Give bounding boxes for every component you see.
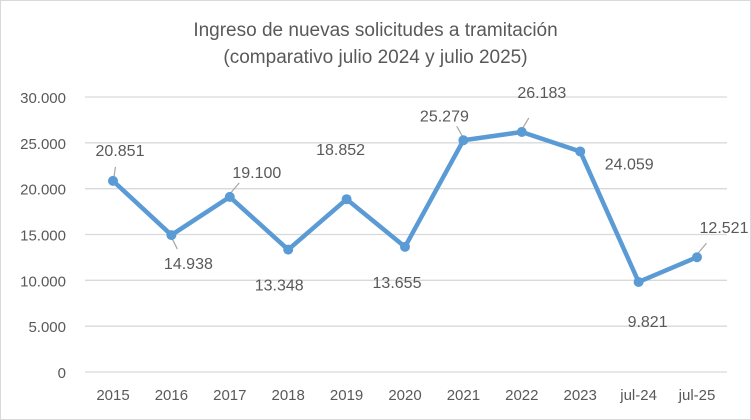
data-point: [108, 175, 118, 186]
chart-title: Ingreso de nuevas solicitudes a tramitac…: [0, 17, 751, 71]
x-tick-label: 2015: [96, 387, 129, 404]
data-label: 26.183: [517, 85, 566, 102]
leader-line: [113, 166, 117, 177]
data-label: 19.100: [232, 165, 281, 182]
data-label: 18.852: [316, 142, 365, 159]
y-tick-label: 10.000: [20, 273, 66, 290]
data-label: 12.521: [700, 220, 749, 237]
data-label: 24.059: [605, 156, 654, 173]
data-point: [166, 230, 177, 241]
data-label: 25.279: [420, 108, 469, 125]
x-tick-label: 2018: [272, 387, 305, 404]
data-point: [692, 252, 702, 263]
x-tick-label: 2021: [447, 387, 480, 404]
y-tick-label: 0: [58, 365, 66, 382]
y-tick-label: 20.000: [20, 182, 66, 199]
data-label: 13.655: [373, 275, 422, 292]
leader-line: [171, 238, 178, 250]
chart-title-line-2: (comparativo julio 2024 y julio 2025): [223, 47, 528, 68]
x-tick-label: 2016: [155, 387, 188, 404]
x-tick-label: jul-25: [678, 387, 716, 404]
data-point: [516, 126, 527, 137]
x-tick-label: 2022: [505, 387, 538, 404]
chart-title-line-1: Ingreso de nuevas solicitudes a tramitac…: [193, 20, 558, 41]
leader-line: [456, 125, 463, 137]
data-point: [458, 135, 469, 146]
data-point: [633, 276, 644, 287]
x-tick-label: jul-24: [619, 387, 657, 404]
leader-line: [230, 182, 240, 194]
y-tick-label: 15.000: [20, 228, 66, 245]
leader-line: [522, 117, 530, 129]
data-point: [224, 191, 235, 202]
x-tick-label: 2019: [330, 387, 363, 404]
x-tick-label: 2017: [213, 387, 246, 404]
y-tick-label: 5.000: [28, 319, 66, 336]
x-tick-label: 2023: [564, 387, 597, 404]
x-tick-label: 2020: [388, 387, 421, 404]
data-label: 13.348: [255, 278, 304, 295]
data-point: [341, 194, 352, 205]
y-tick-label: 25.000: [20, 136, 66, 153]
y-tick-label: 30.000: [20, 90, 66, 107]
data-point: [283, 244, 294, 255]
data-label: 20.851: [96, 143, 145, 160]
data-point: [575, 146, 586, 157]
data-label: 9.821: [628, 314, 668, 331]
data-point: [400, 241, 410, 252]
data-label: 14.938: [164, 256, 213, 273]
leader-line: [697, 242, 707, 254]
